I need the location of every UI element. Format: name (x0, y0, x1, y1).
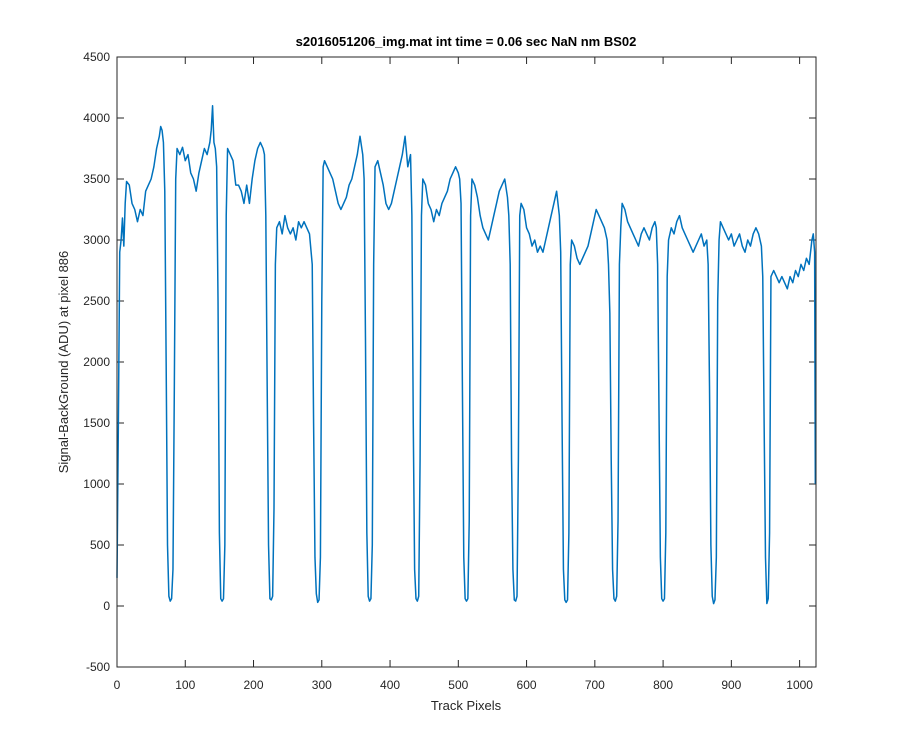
x-tick-label: 900 (721, 678, 741, 692)
y-tick-label: 1500 (83, 416, 110, 430)
y-tick-label: 500 (90, 538, 110, 552)
y-tick-label: 2000 (83, 355, 110, 369)
y-tick-label: 0 (103, 599, 110, 613)
y-tick-label: 4000 (83, 111, 110, 125)
y-tick-label: 1000 (83, 477, 110, 491)
x-tick-label: 0 (114, 678, 121, 692)
y-tick-label: 3500 (83, 172, 110, 186)
x-tick-label: 500 (448, 678, 468, 692)
x-axis-label: Track Pixels (431, 698, 502, 713)
y-axis-label: Signal-BackGround (ADU) at pixel 886 (56, 251, 71, 474)
x-tick-label: 1000 (786, 678, 813, 692)
x-tick-label: 200 (244, 678, 264, 692)
x-tick-label: 300 (312, 678, 332, 692)
x-tick-label: 600 (517, 678, 537, 692)
x-tick-label: 100 (175, 678, 195, 692)
x-tick-label: 800 (653, 678, 673, 692)
x-tick-label: 400 (380, 678, 400, 692)
axes-box (116, 56, 817, 668)
y-tick-label: 2500 (83, 294, 110, 308)
chart-title: s2016051206_img.mat int time = 0.06 sec … (296, 34, 637, 49)
y-tick-label: 3000 (83, 233, 110, 247)
y-tick-label: -500 (86, 660, 110, 674)
data-line (116, 105, 817, 605)
x-tick-label: 700 (585, 678, 605, 692)
y-tick-label: 4500 (83, 50, 110, 64)
